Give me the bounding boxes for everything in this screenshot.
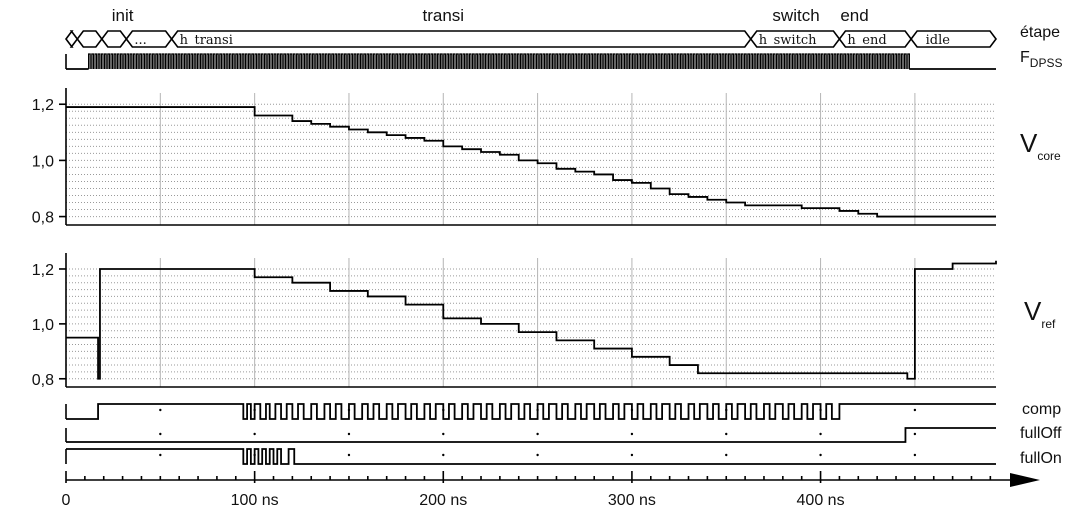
digital-marker <box>631 409 633 411</box>
y-tick-label: 1,0 <box>32 317 54 334</box>
digital-marker <box>253 409 255 411</box>
digital-marker <box>159 433 161 435</box>
fulloff-label: fullOff <box>1020 425 1062 442</box>
state-label: h_switch <box>759 33 817 48</box>
digital-marker <box>159 454 161 456</box>
step-label: étape <box>1020 24 1060 41</box>
vcore-label: Vcore <box>1020 128 1061 163</box>
digital-trace-fullOn <box>66 449 996 464</box>
digital-marker <box>819 454 821 456</box>
time-axis-arrow <box>1010 473 1040 487</box>
labels: étape FDPSS Vcore Vref comp fullOff full… <box>1020 24 1062 467</box>
comp-label: comp <box>1022 401 1061 418</box>
dpss-pulses <box>89 54 910 69</box>
digital-marker <box>536 454 538 456</box>
y-tick-label: 0,8 <box>32 210 54 227</box>
digital-marker <box>631 454 633 456</box>
phase-label: transi <box>422 6 464 25</box>
vref-label: Vref <box>1024 296 1056 331</box>
y-tick-label: 1,0 <box>32 153 54 170</box>
y-tick-label: 1,2 <box>32 262 54 279</box>
digital-trace-fullOff <box>66 428 996 442</box>
phase-label: end <box>840 6 868 25</box>
digital-marker <box>442 433 444 435</box>
vcore-label-sub: core <box>1037 149 1061 163</box>
state-segment <box>102 31 127 47</box>
y-tick-label: 0,8 <box>32 372 54 389</box>
x-tick-label: 200 ns <box>419 492 467 509</box>
digital-marker <box>536 409 538 411</box>
phase-label: init <box>112 6 134 25</box>
digital-marker <box>442 454 444 456</box>
trace-V-ref <box>66 261 996 379</box>
dpss-label: FDPSS <box>1020 49 1062 70</box>
digital-marker <box>536 433 538 435</box>
y-tick-label: 1,2 <box>32 97 54 114</box>
dpss-label-main: F <box>1020 49 1030 66</box>
state-segment <box>66 31 77 47</box>
state-label: h_transi <box>180 33 233 48</box>
digital-marker <box>348 409 350 411</box>
dpss-label-sub: DPSS <box>1030 56 1063 70</box>
x-tick-label: 100 ns <box>231 492 279 509</box>
digital-marker <box>442 409 444 411</box>
digital-marker <box>725 433 727 435</box>
state-segment <box>172 31 751 47</box>
digital-marker <box>819 409 821 411</box>
digital-marker <box>914 454 916 456</box>
digital-marker <box>725 409 727 411</box>
state-label: ... <box>134 33 146 48</box>
state-segment <box>126 31 171 47</box>
digital-marker <box>253 454 255 456</box>
vcore-label-main: V <box>1020 128 1038 158</box>
state-label: _idle <box>919 33 950 48</box>
digital-trace-comp <box>66 404 996 419</box>
state-bus: init transi switch end... h_transi h_switch h_… <box>66 6 996 69</box>
grid <box>66 93 996 387</box>
vref-label-main: V <box>1024 296 1042 326</box>
state-label: h_end <box>847 33 886 48</box>
trace-V-core <box>66 107 996 217</box>
fullon-label: fullOn <box>1020 450 1062 467</box>
digital-marker <box>725 454 727 456</box>
axes: 0,8 1,0 1,2 0,8 1,0 1,2 0 100 ns 200 ns 300 ns 400… <box>32 88 1040 509</box>
digital-marker <box>348 433 350 435</box>
x-tick-label: 300 ns <box>608 492 656 509</box>
digital-marker <box>348 454 350 456</box>
digital-marker <box>159 409 161 411</box>
digital-marker <box>914 409 916 411</box>
vref-label-sub: ref <box>1041 317 1056 331</box>
x-tick-label: 400 ns <box>797 492 845 509</box>
digital-marker <box>914 433 916 435</box>
digital-traces <box>66 404 996 464</box>
phase-label: switch <box>772 6 819 25</box>
state-segment <box>77 31 102 47</box>
digital-marker <box>631 433 633 435</box>
x-tick-label: 0 <box>62 492 71 509</box>
digital-marker <box>253 433 255 435</box>
digital-marker <box>819 433 821 435</box>
